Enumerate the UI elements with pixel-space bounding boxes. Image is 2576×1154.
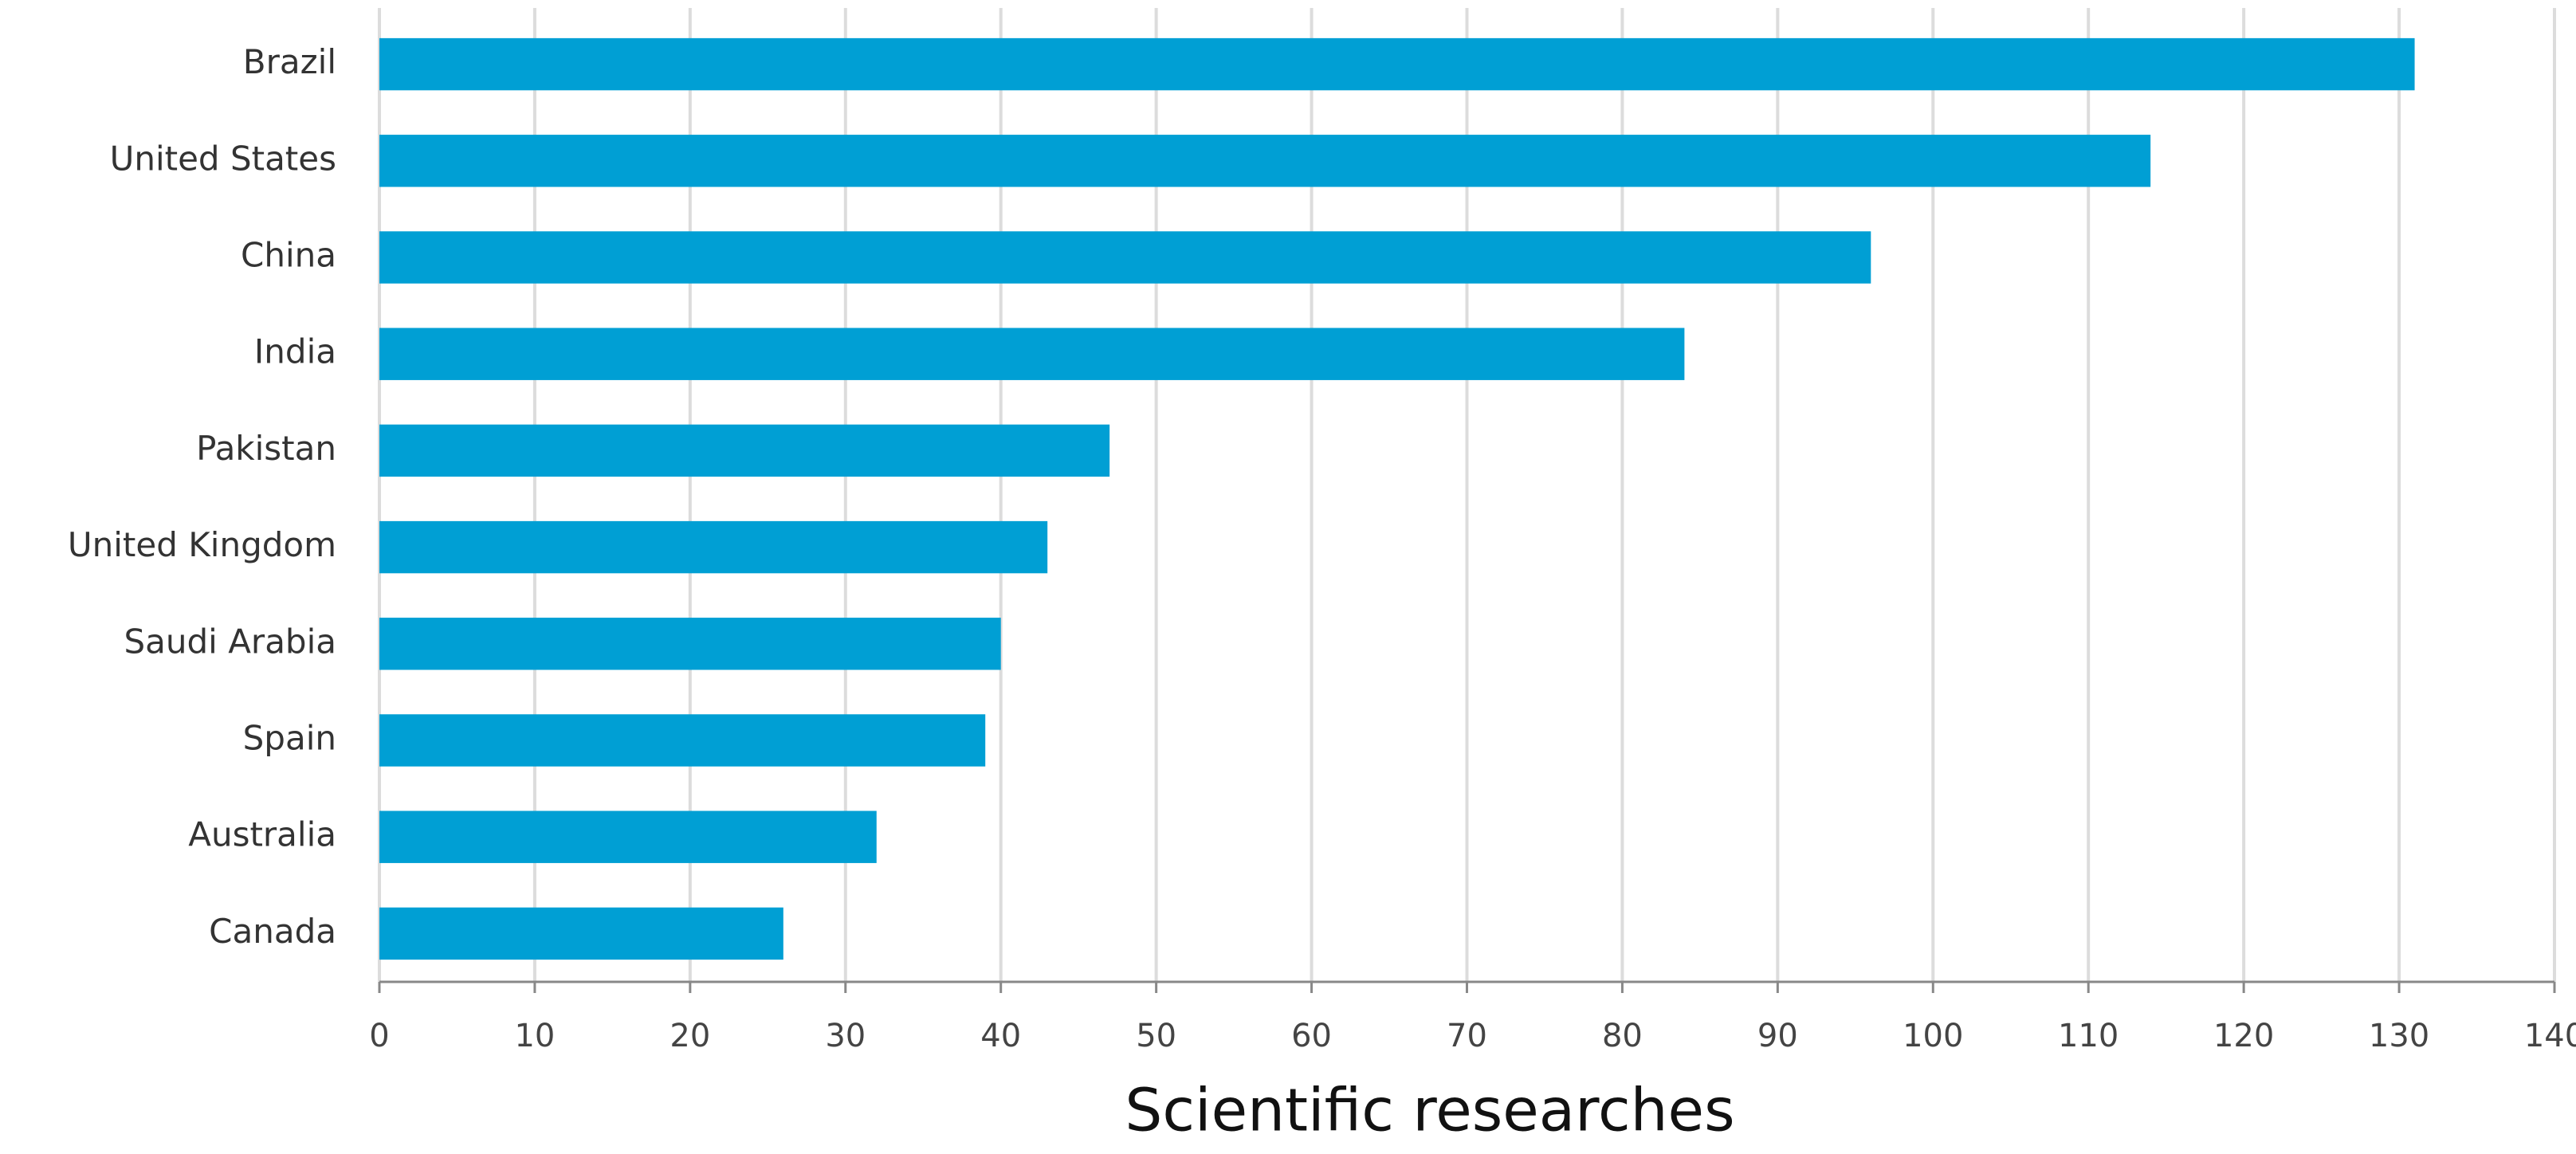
y-tick-label: India [254,332,336,371]
x-tick-label: 90 [1757,1018,1798,1054]
x-tick-label: 110 [2058,1018,2119,1054]
y-tick-label: United States [110,139,336,178]
x-tick-label: 70 [1447,1018,1487,1054]
bar [379,811,877,863]
y-tick-label: China [241,236,336,275]
y-tick-label: Pakistan [196,429,336,468]
y-tick-label: Spain [243,719,336,758]
x-tick-label: 80 [1602,1018,1643,1054]
bar [379,328,1685,380]
x-tick-label: 40 [980,1018,1021,1054]
y-tick-label: United Kingdom [68,525,336,564]
y-tick-label: Brazil [243,42,336,81]
bar [379,231,1871,284]
y-tick-label: Canada [209,912,336,951]
bar [379,907,783,960]
x-tick-label: 0 [369,1018,389,1054]
bar [379,618,1001,670]
x-tick-label: 120 [2213,1018,2274,1054]
x-tick-label: 20 [670,1018,710,1054]
x-tick-label: 140 [2524,1018,2576,1054]
bar [379,135,2151,187]
x-axis-label: Scientific researches [1125,1077,1734,1145]
bar [379,424,1110,477]
y-tick-label: Saudi Arabia [124,622,337,661]
bar [379,37,2415,91]
y-tick-label: Australia [188,815,336,854]
bar [379,714,986,767]
x-tick-label: 50 [1136,1018,1176,1054]
x-tick-label: 60 [1291,1018,1332,1054]
x-tick-label: 100 [1903,1018,1963,1054]
x-tick-label: 30 [825,1018,866,1054]
x-tick-label: 10 [514,1018,555,1054]
x-tick-label: 130 [2369,1018,2429,1054]
bar [379,520,1048,574]
